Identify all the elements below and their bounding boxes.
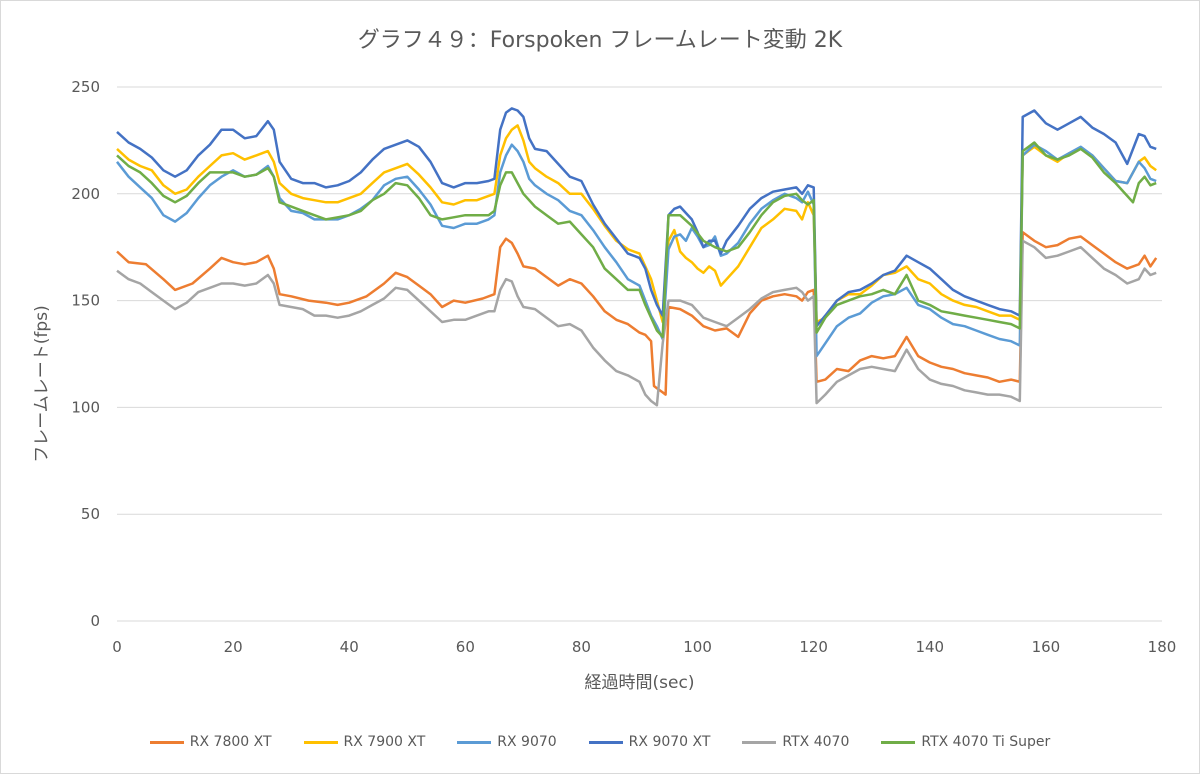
- x-tick-label: 120: [799, 638, 828, 656]
- legend-swatch: [149, 740, 184, 744]
- series-lines: [116, 107, 1158, 407]
- legend-item: RX 7800 XT: [149, 734, 272, 750]
- x-tick-label: 20: [224, 638, 243, 656]
- y-axis-label: フレームレート(fps): [32, 305, 52, 462]
- chart-legend: RX 7800 XT RX 7900 XT RX 9070 RX 9070 XT RTX…: [0, 730, 1200, 754]
- legend-label: RTX 4070: [782, 734, 850, 750]
- gridlines: [117, 86, 1162, 622]
- legend-label: RX 7900 XT: [343, 734, 426, 750]
- y-tick-label: 100: [71, 398, 100, 416]
- x-axis-label: 経過時間(sec): [585, 673, 695, 693]
- x-tick-label: 0: [112, 638, 122, 656]
- series-line-rtx-4070: [116, 239, 1157, 407]
- y-tick-label: 50: [81, 505, 100, 523]
- x-tick-label: 160: [1032, 638, 1061, 656]
- y-tick-labels: 0 50 100 150 200 250: [71, 78, 100, 630]
- series-line-rtx-4070-ti-super: [116, 141, 1157, 339]
- legend-swatch: [881, 740, 916, 744]
- legend-swatch: [303, 740, 338, 744]
- legend-label: RX 7800 XT: [189, 734, 272, 750]
- x-tick-label: 40: [340, 638, 359, 656]
- y-tick-label: 200: [71, 185, 100, 203]
- x-tick-label: 100: [683, 638, 712, 656]
- series-line-rx-9070-xt: [116, 107, 1157, 328]
- legend-label: RX 9070 XT: [628, 734, 711, 750]
- chart-title: グラフ４９：Forspoken フレームレート変動 2K: [357, 28, 843, 53]
- legend-label: RX 9070: [497, 734, 557, 750]
- legend-item: RTX 4070 Ti Super: [881, 734, 1050, 750]
- legend-item: RX 7900 XT: [303, 734, 426, 750]
- x-tick-label: 140: [915, 638, 944, 656]
- x-tick-label: 60: [456, 638, 475, 656]
- x-tick-label: 180: [1148, 638, 1177, 656]
- y-tick-label: 0: [90, 612, 100, 630]
- y-tick-label: 150: [71, 292, 100, 310]
- legend-label: RTX 4070 Ti Super: [921, 734, 1051, 750]
- legend-swatch: [588, 740, 623, 744]
- series-line-rx-7900-xt: [116, 124, 1157, 324]
- series-line-rx-7800-xt: [116, 230, 1158, 396]
- legend-item: RX 9070: [457, 734, 557, 750]
- legend-swatch: [742, 740, 777, 744]
- y-tick-label: 250: [71, 78, 100, 96]
- legend-item: RTX 4070: [742, 734, 849, 750]
- x-tick-label: 80: [572, 638, 591, 656]
- x-tick-labels: 0 20 40 60 80 100 120 140 160 180: [112, 638, 1176, 656]
- legend-swatch: [457, 740, 492, 744]
- legend-item: RX 9070 XT: [588, 734, 711, 750]
